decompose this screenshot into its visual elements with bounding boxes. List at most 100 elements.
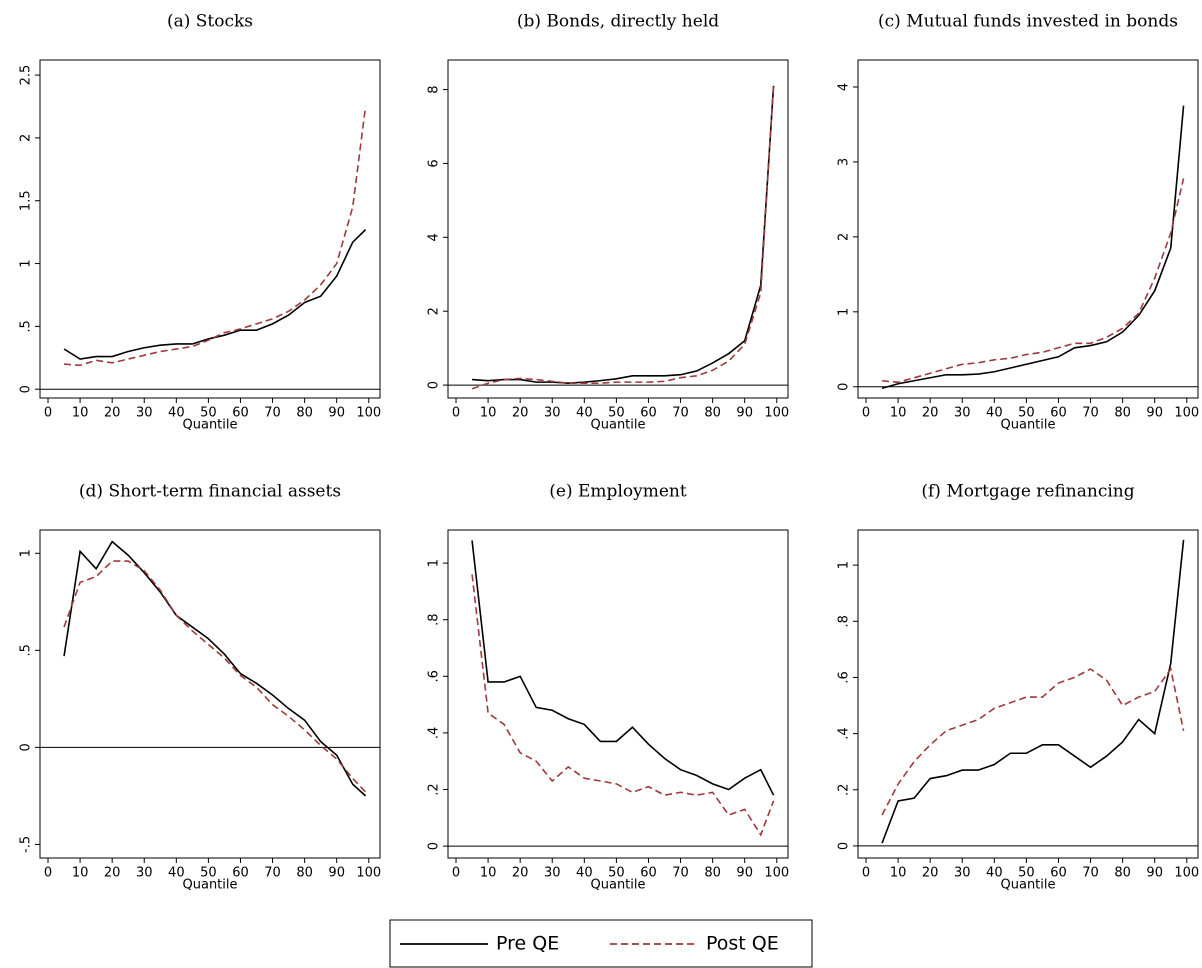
x-tick-label: 100 — [356, 406, 381, 421]
x-tick-label: 20 — [922, 406, 939, 421]
y-tick-label: 1 — [837, 308, 852, 316]
x-tick-label: 90 — [328, 406, 345, 421]
x-tick-label: 80 — [704, 406, 721, 421]
x-tick-label: 10 — [890, 866, 907, 881]
x-tick-label: 80 — [296, 866, 313, 881]
series-line — [881, 105, 1185, 390]
y-tick-label: 2 — [427, 307, 442, 315]
x-tick-label: 60 — [640, 866, 657, 881]
x-axis-label: Quantile — [591, 878, 646, 893]
series-line — [63, 540, 367, 797]
series-line — [471, 574, 775, 837]
x-axis-label: Quantile — [1001, 418, 1056, 433]
y-tick-label: 8 — [427, 85, 442, 93]
y-tick-label: 4 — [427, 233, 442, 241]
series-line — [881, 539, 1185, 844]
x-tick-label: 30 — [954, 406, 971, 421]
plot-frame — [857, 529, 1199, 859]
x-tick-label: 20 — [512, 406, 529, 421]
x-tick-label: 20 — [104, 866, 121, 881]
x-tick-label: 0 — [44, 866, 52, 881]
x-tick-label: 0 — [452, 866, 460, 881]
x-tick-label: 70 — [264, 866, 281, 881]
x-tick-label: 100 — [356, 866, 381, 881]
y-tick-label: 6 — [427, 159, 442, 167]
y-tick-label: .4 — [837, 727, 852, 739]
x-tick-label: 90 — [736, 866, 753, 881]
x-tick-label: 100 — [1174, 866, 1199, 881]
panel-title: (f) Mortgage refinancing — [921, 482, 1134, 502]
x-tick-label: 10 — [72, 866, 89, 881]
x-axis-label: Quantile — [1001, 878, 1056, 893]
series-line — [472, 85, 775, 385]
x-tick-label: 50 — [608, 866, 625, 881]
x-tick-label: 60 — [1050, 406, 1067, 421]
y-tick-label: 0 — [19, 385, 34, 393]
series-line — [881, 178, 1185, 384]
x-tick-label: 30 — [136, 406, 153, 421]
y-tick-label: 1.5 — [19, 190, 34, 211]
panel-title: (c) Mutual funds invested in bonds — [878, 12, 1178, 32]
y-tick-label: .2 — [427, 783, 442, 795]
x-tick-label: 100 — [764, 406, 789, 421]
y-tick-label: 0 — [427, 381, 442, 389]
series-line — [63, 560, 367, 793]
x-tick-label: 90 — [328, 866, 345, 881]
x-axis-label: Quantile — [591, 418, 646, 433]
x-tick-label: 80 — [1114, 866, 1131, 881]
plot-frame — [857, 59, 1199, 399]
y-tick-label: .5 — [19, 644, 34, 656]
x-tick-label: 30 — [954, 866, 971, 881]
y-tick-label: 0 — [837, 842, 852, 850]
plot-frame — [39, 59, 381, 399]
x-tick-label: 40 — [168, 866, 185, 881]
y-tick-label: .6 — [427, 670, 442, 682]
x-tick-label: 70 — [672, 406, 689, 421]
legend-label: Post QE — [706, 933, 779, 955]
x-tick-label: 70 — [672, 866, 689, 881]
x-tick-label: 80 — [296, 406, 313, 421]
x-tick-label: 30 — [544, 866, 561, 881]
x-tick-label: 70 — [1082, 866, 1099, 881]
y-tick-label: -.5 — [19, 836, 34, 853]
legend-label: Pre QE — [496, 933, 559, 955]
panel-title: (b) Bonds, directly held — [517, 12, 719, 32]
x-tick-label: 90 — [736, 406, 753, 421]
y-tick-label: 1 — [19, 259, 34, 267]
x-tick-label: 10 — [890, 406, 907, 421]
x-tick-label: 0 — [44, 406, 52, 421]
y-tick-label: 0 — [427, 842, 442, 850]
y-tick-label: 2.5 — [19, 65, 34, 86]
y-tick-label: 1 — [427, 559, 442, 567]
y-tick-label: .8 — [427, 614, 442, 626]
y-tick-label: .4 — [427, 727, 442, 739]
x-tick-label: 10 — [480, 406, 497, 421]
y-tick-label: .2 — [837, 784, 852, 796]
x-tick-label: 20 — [512, 866, 529, 881]
y-tick-label: 0 — [19, 743, 34, 751]
x-axis-label: Quantile — [183, 878, 238, 893]
x-tick-label: 0 — [862, 406, 870, 421]
plot-frame — [447, 59, 789, 399]
x-tick-label: 40 — [986, 406, 1003, 421]
y-tick-label: 1 — [19, 549, 34, 557]
series-line — [881, 667, 1185, 816]
x-tick-label: 60 — [232, 406, 249, 421]
x-axis-label: Quantile — [183, 418, 238, 433]
y-tick-label: 1 — [837, 561, 852, 569]
y-tick-label: 3 — [837, 158, 852, 166]
y-tick-label: 2 — [837, 233, 852, 241]
x-tick-label: 10 — [72, 406, 89, 421]
y-tick-label: 4 — [837, 83, 852, 91]
x-tick-label: 50 — [1018, 866, 1035, 881]
x-tick-label: 50 — [1018, 406, 1035, 421]
y-tick-label: 2 — [19, 134, 34, 142]
x-tick-label: 40 — [576, 406, 593, 421]
x-tick-label: 90 — [1146, 866, 1163, 881]
series-line — [63, 106, 367, 367]
panel-title: (a) Stocks — [167, 12, 253, 32]
x-tick-label: 40 — [576, 866, 593, 881]
panel-title: (d) Short-term financial assets — [79, 482, 341, 502]
series-line — [471, 83, 775, 390]
